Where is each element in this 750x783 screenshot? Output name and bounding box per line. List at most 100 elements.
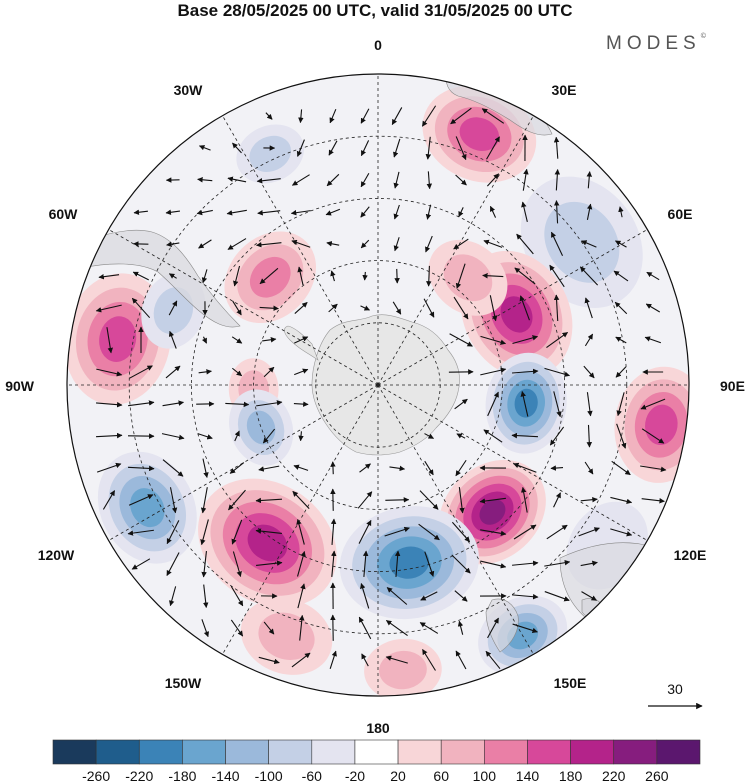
wind-arrow: [521, 201, 528, 223]
wind-arrow: [421, 105, 437, 127]
wind-arrow: [512, 593, 539, 600]
wind-arrow: [458, 487, 465, 514]
colorbar-tick-label: 60: [433, 768, 449, 783]
meridian-line: [222, 384, 379, 655]
wind-arrow: [162, 400, 184, 407]
reference-vector: 30: [648, 681, 703, 710]
lon-label-30w: 30W: [174, 82, 204, 98]
wind-arrow: [131, 558, 151, 570]
colorbar-swatch: [354, 739, 399, 765]
wind-arrow: [546, 331, 568, 349]
wind-arrow: [291, 652, 311, 668]
meridian-line: [108, 229, 379, 386]
wind-arrow: [96, 462, 122, 473]
pole-marker: [376, 383, 380, 387]
wind-arrow: [418, 523, 440, 541]
wind-arrow: [480, 367, 507, 376]
wind-arrow: [424, 433, 434, 439]
meridian-line: [377, 384, 534, 655]
wind-arrow: [479, 497, 506, 504]
wind-arrow: [393, 171, 400, 189]
latitude-circle: [253, 260, 503, 510]
wind-arrow: [614, 301, 628, 315]
wind-arrow: [513, 462, 537, 473]
lon-label-150w: 150W: [165, 675, 202, 691]
wind-arrow: [520, 391, 529, 417]
wind-arrow: [511, 368, 539, 375]
wind-arrow: [485, 650, 501, 670]
wind-arrow: [449, 333, 473, 347]
wind-arrow: [579, 266, 599, 286]
wind-arrow: [259, 305, 279, 312]
wind-arrow: [232, 142, 242, 154]
wind-arrow: [389, 465, 406, 472]
colorbar-swatch: [268, 739, 313, 765]
wind-arrow: [256, 400, 283, 407]
wind-arrow: [513, 524, 537, 540]
lon-label-90e: 90E: [720, 378, 745, 394]
lon-label-120w: 120W: [38, 547, 75, 563]
wind-arrow: [360, 305, 370, 311]
wind-arrow: [362, 550, 369, 577]
wind-arrow: [553, 391, 562, 418]
south-america-landmass: [67, 229, 241, 328]
colorbar-swatch: [95, 739, 140, 765]
wind-arrow: [455, 174, 467, 186]
wind-arrow: [265, 112, 273, 120]
colorbar: -260 -220 -180 -140 -100 -60 -20 20 60 100 140 180 2…: [52, 739, 701, 783]
wind-arrow: [512, 560, 539, 566]
lon-label-120e: 120E: [674, 547, 707, 563]
wind-arrow: [293, 401, 309, 407]
colorbar-swatch: [613, 739, 658, 765]
wind-arrow: [424, 551, 435, 577]
wind-arrow: [128, 400, 155, 407]
wind-arrow: [259, 267, 279, 285]
wind-arrow: [96, 432, 123, 439]
wind-arrow: [544, 559, 571, 567]
wind-arrow: [578, 527, 600, 537]
wind-arrow: [546, 524, 568, 540]
meridian-line: [377, 229, 648, 386]
wind-arrow: [132, 271, 149, 281]
wind-arrow: [290, 209, 311, 216]
wind-arrow: [425, 204, 432, 220]
wind-arrow: [255, 528, 282, 534]
meridian-line: [222, 115, 379, 386]
wind-arrow: [580, 496, 598, 503]
wind-arrow: [326, 241, 340, 247]
anomaly-center: [67, 273, 171, 405]
wind-arrow: [357, 491, 373, 509]
wind-arrow: [231, 336, 243, 344]
wind-arrow: [262, 428, 276, 444]
wind-arrow: [645, 303, 661, 313]
wind-arrow: [161, 433, 185, 441]
wind-arrow: [549, 264, 565, 288]
wind-arrow: [586, 424, 593, 448]
wind-arrow: [615, 366, 627, 378]
wind-arrow: [385, 497, 410, 503]
wind-arrow: [201, 551, 207, 578]
wind-arrow: [293, 464, 309, 471]
wind-arrow: [423, 298, 435, 318]
wind-arrow: [256, 242, 282, 248]
wind-arrow: [331, 550, 337, 577]
wind-arrow: [262, 337, 277, 343]
wind-arrow: [640, 398, 666, 410]
meridian-line: [108, 384, 379, 541]
anomaly-contour: [258, 612, 315, 661]
wind-arrow: [457, 620, 464, 635]
wind-arrow: [297, 266, 304, 286]
colorbar-tick-label: 180: [559, 768, 583, 783]
wind-arrow: [646, 271, 660, 281]
wind-arrow: [168, 300, 178, 316]
wind-arrow: [480, 560, 507, 569]
new-zealand-landmass: [485, 598, 519, 653]
wind-arrow: [326, 173, 340, 187]
wind-arrow: [553, 492, 561, 508]
wind-arrow: [232, 367, 243, 377]
anomaly-center: [485, 352, 567, 454]
wind-arrow: [584, 333, 594, 347]
wind-arrow: [641, 428, 665, 444]
wind-arrow: [391, 107, 403, 126]
